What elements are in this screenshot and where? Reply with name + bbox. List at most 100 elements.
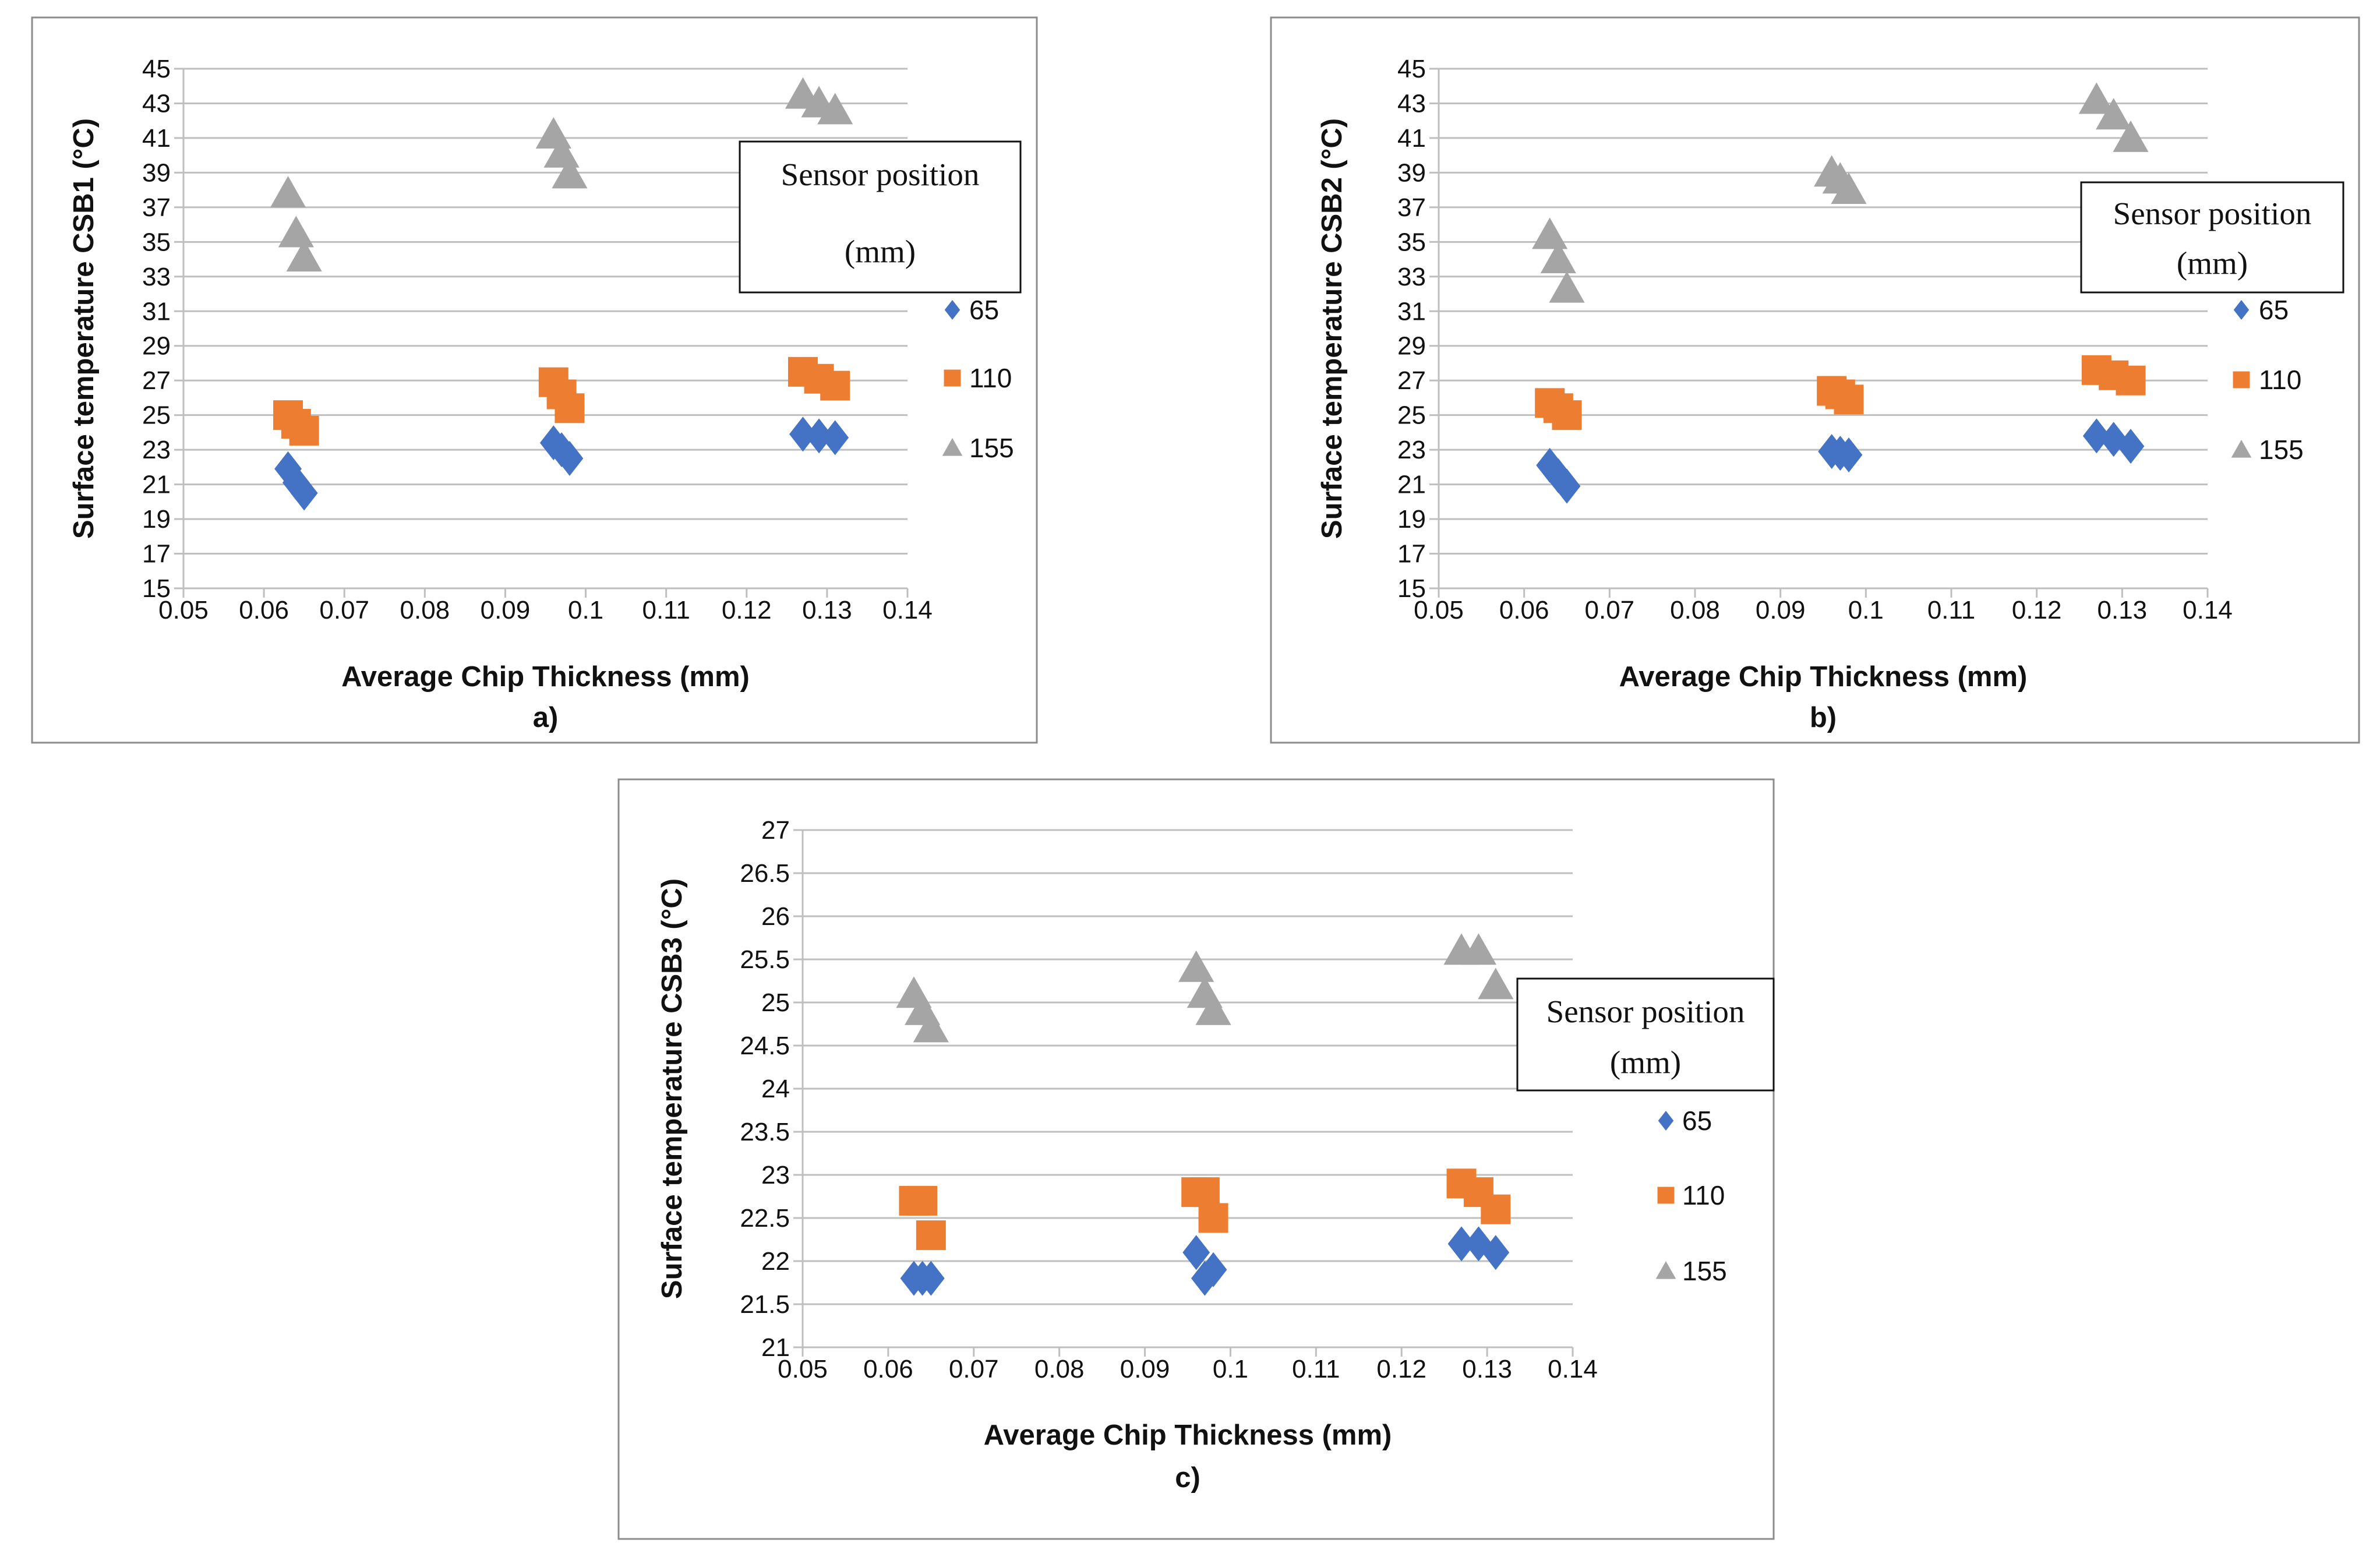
y-tick-label: 26.5 (740, 859, 790, 888)
panel-caption: a) (533, 702, 559, 733)
x-axis-title: Average Chip Thickness (mm) (341, 661, 750, 693)
y-tick-label: 25 (142, 401, 171, 430)
y-tick-label: 41 (142, 124, 171, 153)
legend-marker-65 (944, 300, 961, 320)
legend-label-155: 155 (1682, 1256, 1727, 1286)
y-tick-label: 27 (142, 366, 171, 395)
data-point-155 (1532, 217, 1568, 249)
y-tick-label: 39 (1397, 158, 1426, 187)
legend-title-unit: (mm) (1610, 1044, 1681, 1080)
data-point-110 (907, 1185, 938, 1216)
x-tick-label: 0.14 (882, 596, 933, 624)
x-tick-label: 0.12 (2012, 596, 2062, 624)
x-tick-label: 0.09 (1120, 1355, 1170, 1383)
y-tick-label: 25 (761, 988, 790, 1017)
y-axis-title: Surface temperature CSB1 (°C) (68, 118, 100, 539)
data-point-65 (2117, 429, 2145, 464)
y-axis-title: Surface temperature CSB3 (°C) (656, 878, 688, 1299)
x-tick-label: 0.08 (1670, 596, 1720, 624)
legend-marker-65 (2233, 300, 2250, 320)
data-point-65 (1465, 1226, 1492, 1262)
data-point-110 (1552, 400, 1582, 430)
y-tick-label: 25 (1397, 401, 1426, 430)
legend-label-110: 110 (1682, 1180, 1725, 1210)
data-point-155 (1831, 172, 1867, 204)
data-point-155 (270, 176, 306, 208)
x-tick-label: 0.05 (778, 1355, 828, 1383)
y-tick-label: 21 (761, 1333, 790, 1362)
legend-label-155: 155 (2259, 435, 2304, 465)
data-point-65 (1835, 437, 1863, 473)
data-point-65 (821, 420, 849, 456)
data-point-155 (1195, 993, 1231, 1025)
y-tick-label: 23.5 (740, 1118, 790, 1146)
data-point-65 (1191, 1261, 1219, 1296)
y-tick-label: 35 (1397, 228, 1426, 256)
y-tick-label: 45 (1397, 55, 1426, 83)
x-axis-title: Average Chip Thickness (mm) (1619, 661, 2028, 693)
x-tick-label: 0.07 (319, 596, 369, 624)
data-point-155 (1478, 968, 1514, 1000)
legend-marker-110 (1657, 1187, 1675, 1204)
y-tick-label: 24.5 (740, 1032, 790, 1060)
y-tick-label: 27 (1397, 366, 1426, 395)
y-tick-label: 22 (761, 1247, 790, 1276)
data-point-155 (1549, 271, 1585, 303)
y-tick-label: 24 (761, 1075, 790, 1103)
data-point-110 (916, 1220, 946, 1251)
legend-marker-110 (2233, 371, 2250, 389)
y-tick-label: 39 (142, 158, 171, 187)
legend-label-65: 65 (969, 295, 999, 325)
data-point-155 (1540, 242, 1576, 274)
data-point-155 (817, 93, 853, 125)
data-point-155 (913, 1011, 949, 1043)
y-tick-label: 15 (1397, 574, 1426, 603)
y-tick-label: 35 (142, 228, 171, 256)
data-point-110 (289, 415, 319, 446)
x-tick-label: 0.09 (1756, 596, 1806, 624)
x-tick-label: 0.08 (400, 596, 450, 624)
y-tick-label: 17 (1397, 540, 1426, 569)
data-point-65 (1199, 1252, 1227, 1287)
data-point-155 (2096, 98, 2132, 130)
data-point-65 (1553, 468, 1581, 504)
x-tick-label: 0.07 (949, 1355, 999, 1383)
chart-panel-c: 21 21.5 22 22.5 23 23.5 24 24.5 25 25.5 26 26.5 27 0.… (617, 778, 1775, 1540)
y-tick-label: 27 (761, 816, 790, 845)
y-tick-label: 21.5 (740, 1290, 790, 1319)
chart-panel-a: 15 17 19 21 23 25 27 29 31 33 35 37 39 41 43 45 0.05 0.06… (31, 16, 1038, 744)
data-point-155 (2113, 120, 2149, 152)
legend-title: Sensor position (2113, 196, 2312, 231)
data-point-65 (917, 1261, 945, 1296)
legend-title-unit: (mm) (2177, 245, 2248, 281)
x-tick-label: 0.05 (158, 596, 209, 624)
y-tick-label: 41 (1397, 124, 1426, 153)
panel-caption: c) (1175, 1462, 1200, 1494)
legend-title: Sensor position (781, 157, 980, 192)
legend-marker-65 (1658, 1111, 1674, 1131)
legend-marker-155 (1655, 1261, 1676, 1279)
x-tick-label: 0.13 (1462, 1355, 1512, 1383)
x-tick-label: 0.05 (1414, 596, 1464, 624)
data-point-155 (2078, 82, 2114, 114)
legend-marker-155 (942, 438, 963, 456)
data-point-110 (1834, 384, 1864, 415)
y-tick-label: 33 (142, 263, 171, 291)
legend-label-155: 155 (969, 433, 1014, 463)
x-tick-label: 0.07 (1585, 596, 1635, 624)
y-tick-label: 31 (142, 297, 171, 326)
data-point-110 (555, 393, 585, 423)
x-tick-label: 0.06 (1499, 596, 1549, 624)
x-tick-label: 0.11 (642, 596, 690, 624)
y-tick-label: 43 (1397, 89, 1426, 118)
x-tick-label: 0.11 (1927, 596, 1975, 624)
legend-label-65: 65 (2259, 295, 2289, 325)
data-point-65 (1447, 1226, 1475, 1262)
data-point-155 (1178, 950, 1214, 982)
data-point-155 (552, 157, 588, 189)
legend-label-110: 110 (2259, 365, 2301, 395)
x-tick-label: 0.06 (239, 596, 289, 624)
data-point-110 (2116, 365, 2146, 396)
y-tick-label: 19 (1397, 505, 1426, 534)
y-tick-label: 43 (142, 89, 171, 118)
